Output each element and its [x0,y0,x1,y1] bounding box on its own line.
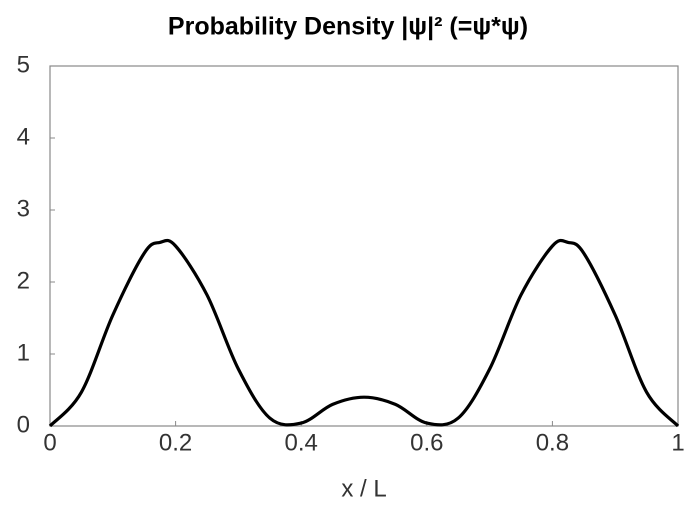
plot-frame [49,65,679,427]
x-tick-label: 1 [671,429,684,456]
y-tick-label: 1 [17,339,30,366]
chart-title: Probability Density |ψ|² (=ψ*ψ) [168,13,528,41]
density-line [48,238,680,428]
x-axis-label: x / L [341,475,386,502]
y-tick-label: 3 [17,195,30,222]
x-tick-label: 0.2 [159,429,192,456]
y-tick-label: 2 [17,267,30,294]
y-tick-label: 4 [17,123,30,150]
x-tick-label: 0.6 [410,429,443,456]
y-tick-label: 0 [17,411,30,438]
x-tick-label: 0.4 [285,429,318,456]
y-tick-label: 5 [17,51,30,78]
x-tick-label: 0 [43,429,56,456]
x-tick-label: 0.8 [536,429,569,456]
